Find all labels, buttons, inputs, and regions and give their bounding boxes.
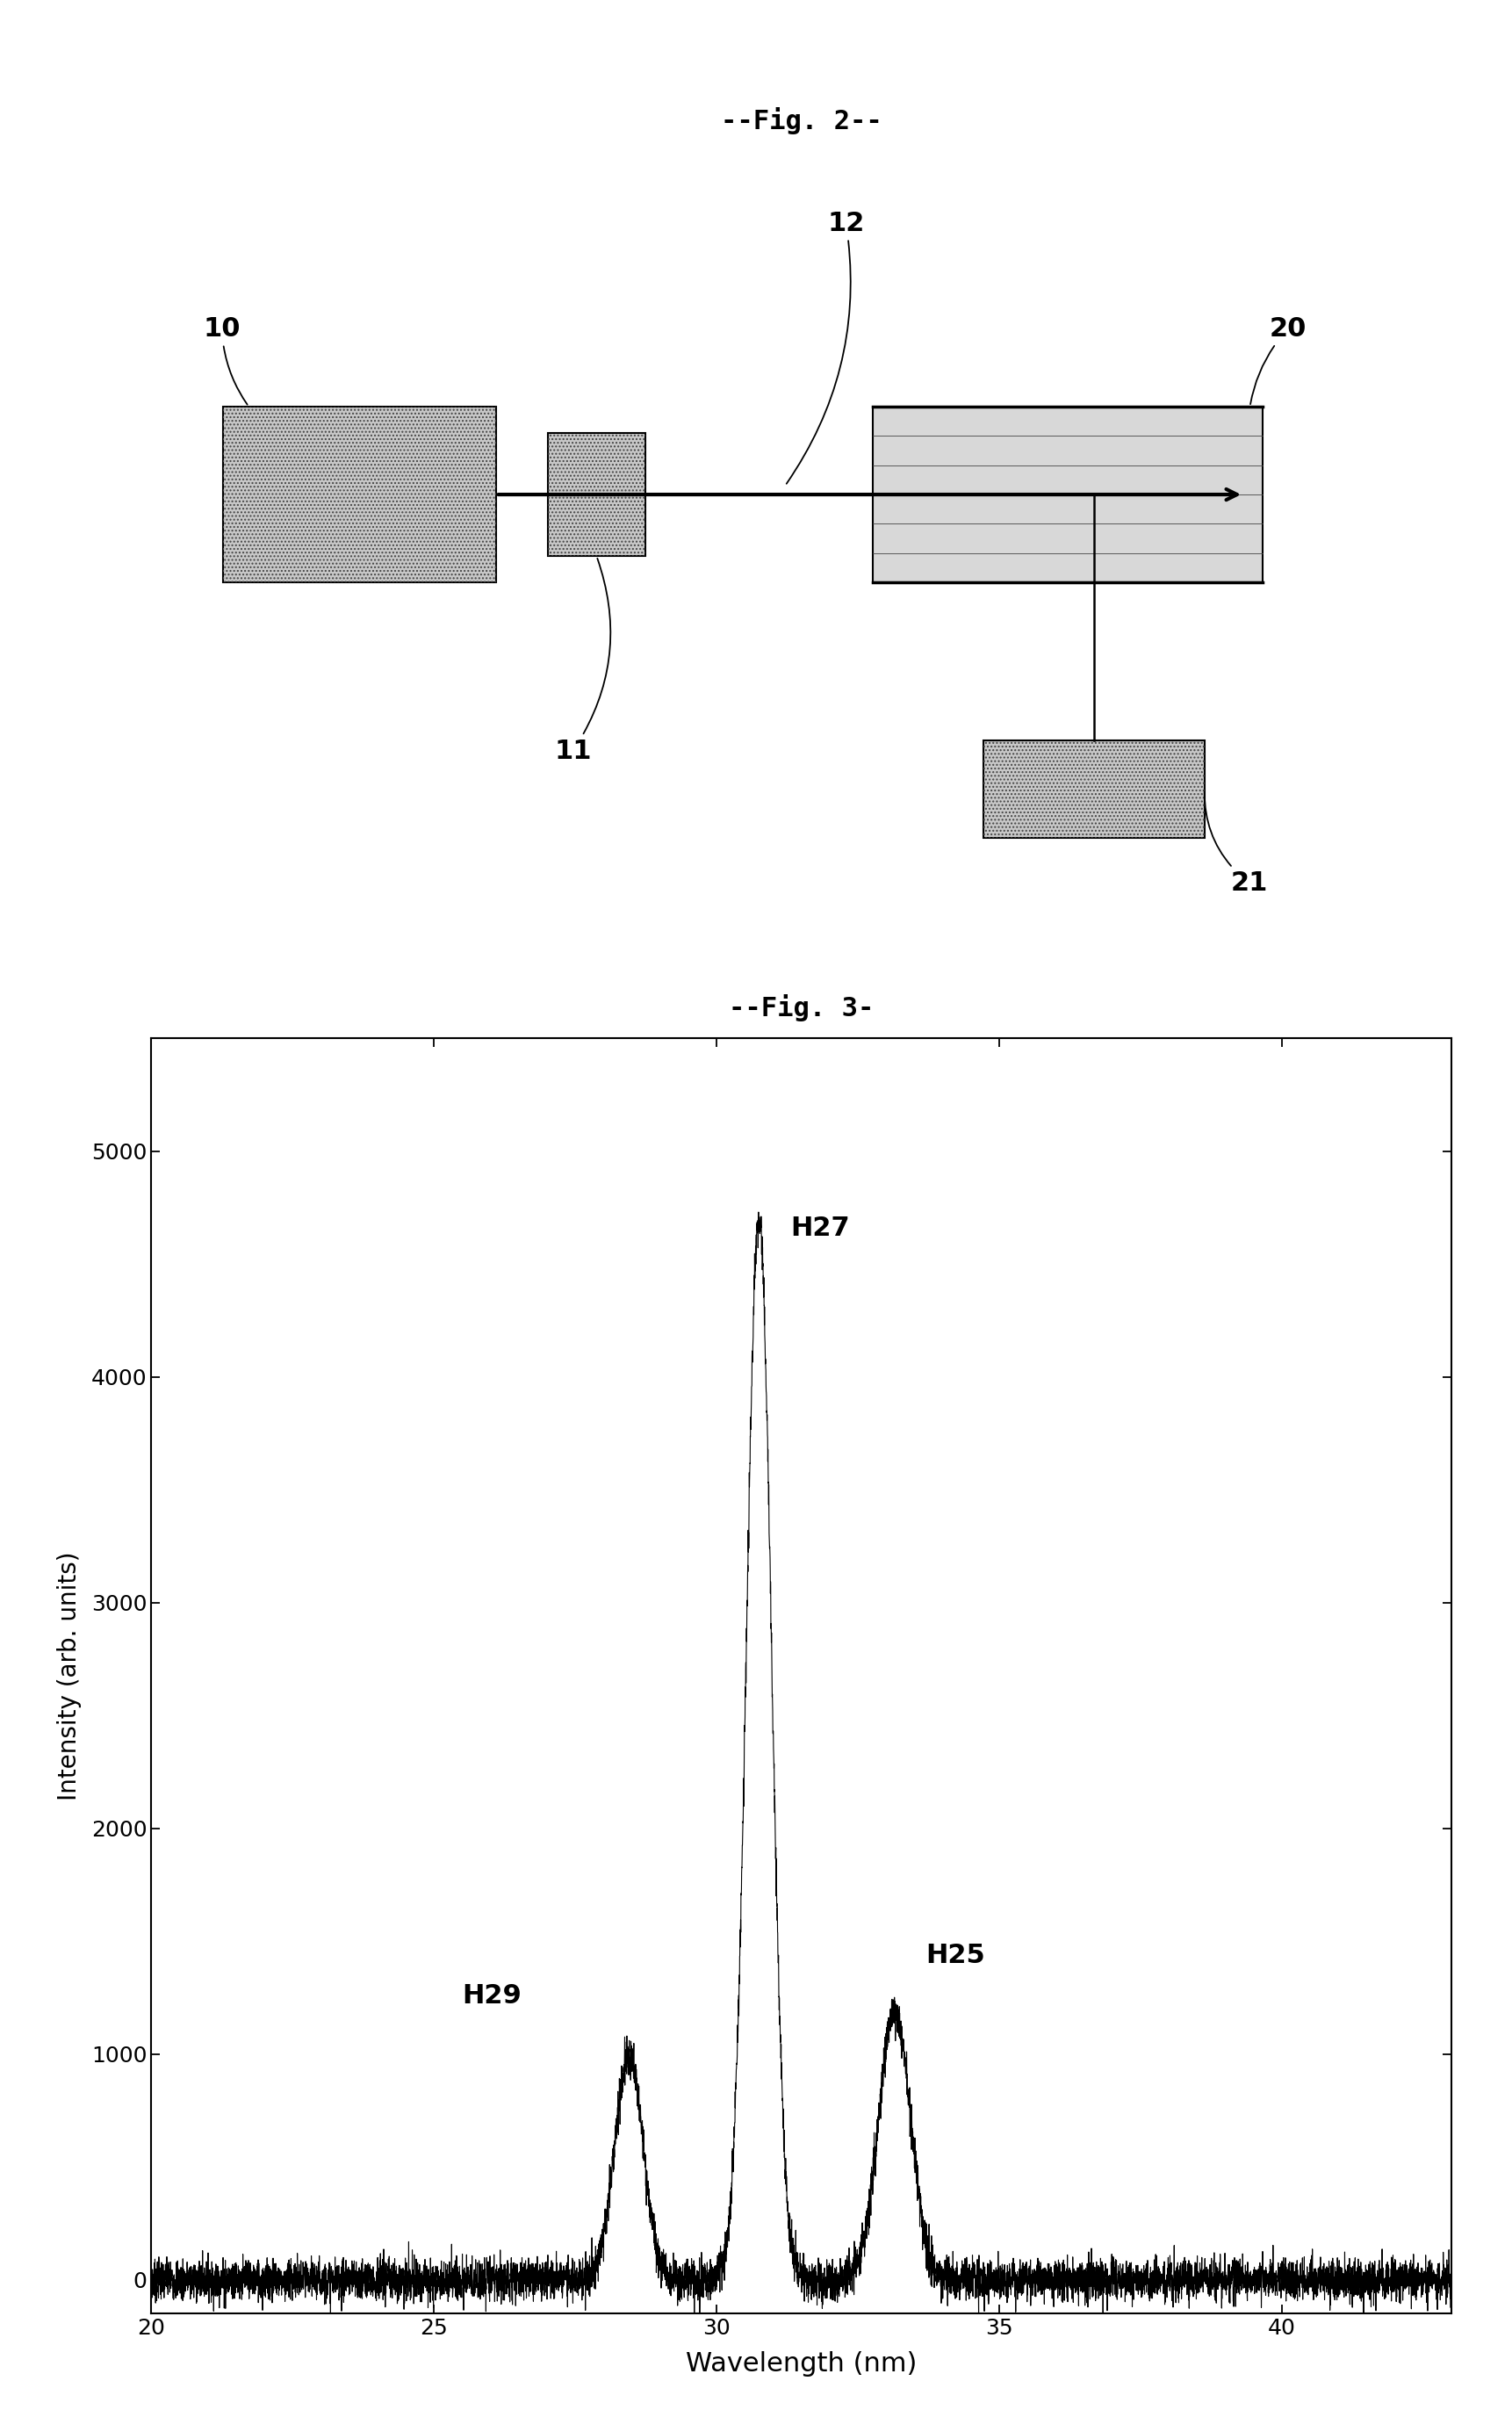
Bar: [872, 407, 1263, 583]
Text: 10: 10: [203, 316, 248, 405]
Text: H27: H27: [791, 1215, 850, 1241]
Text: 11: 11: [555, 559, 611, 764]
Bar: [547, 434, 646, 557]
Text: H25: H25: [925, 1942, 986, 1969]
Y-axis label: Intensity (arb. units): Intensity (arb. units): [57, 1552, 82, 1800]
Bar: [983, 740, 1205, 839]
Title: --Fig. 3-: --Fig. 3-: [729, 995, 874, 1022]
Bar: [547, 434, 646, 557]
Bar: [983, 740, 1205, 839]
Text: 20: 20: [1250, 316, 1306, 405]
Text: 12: 12: [786, 210, 865, 484]
Bar: [222, 407, 496, 583]
Text: --Fig. 2--: --Fig. 2--: [721, 108, 881, 135]
Bar: [222, 407, 496, 583]
Text: H29: H29: [463, 1983, 522, 2010]
Text: 21: 21: [1205, 790, 1267, 897]
X-axis label: Wavelength (nm): Wavelength (nm): [686, 2352, 916, 2376]
